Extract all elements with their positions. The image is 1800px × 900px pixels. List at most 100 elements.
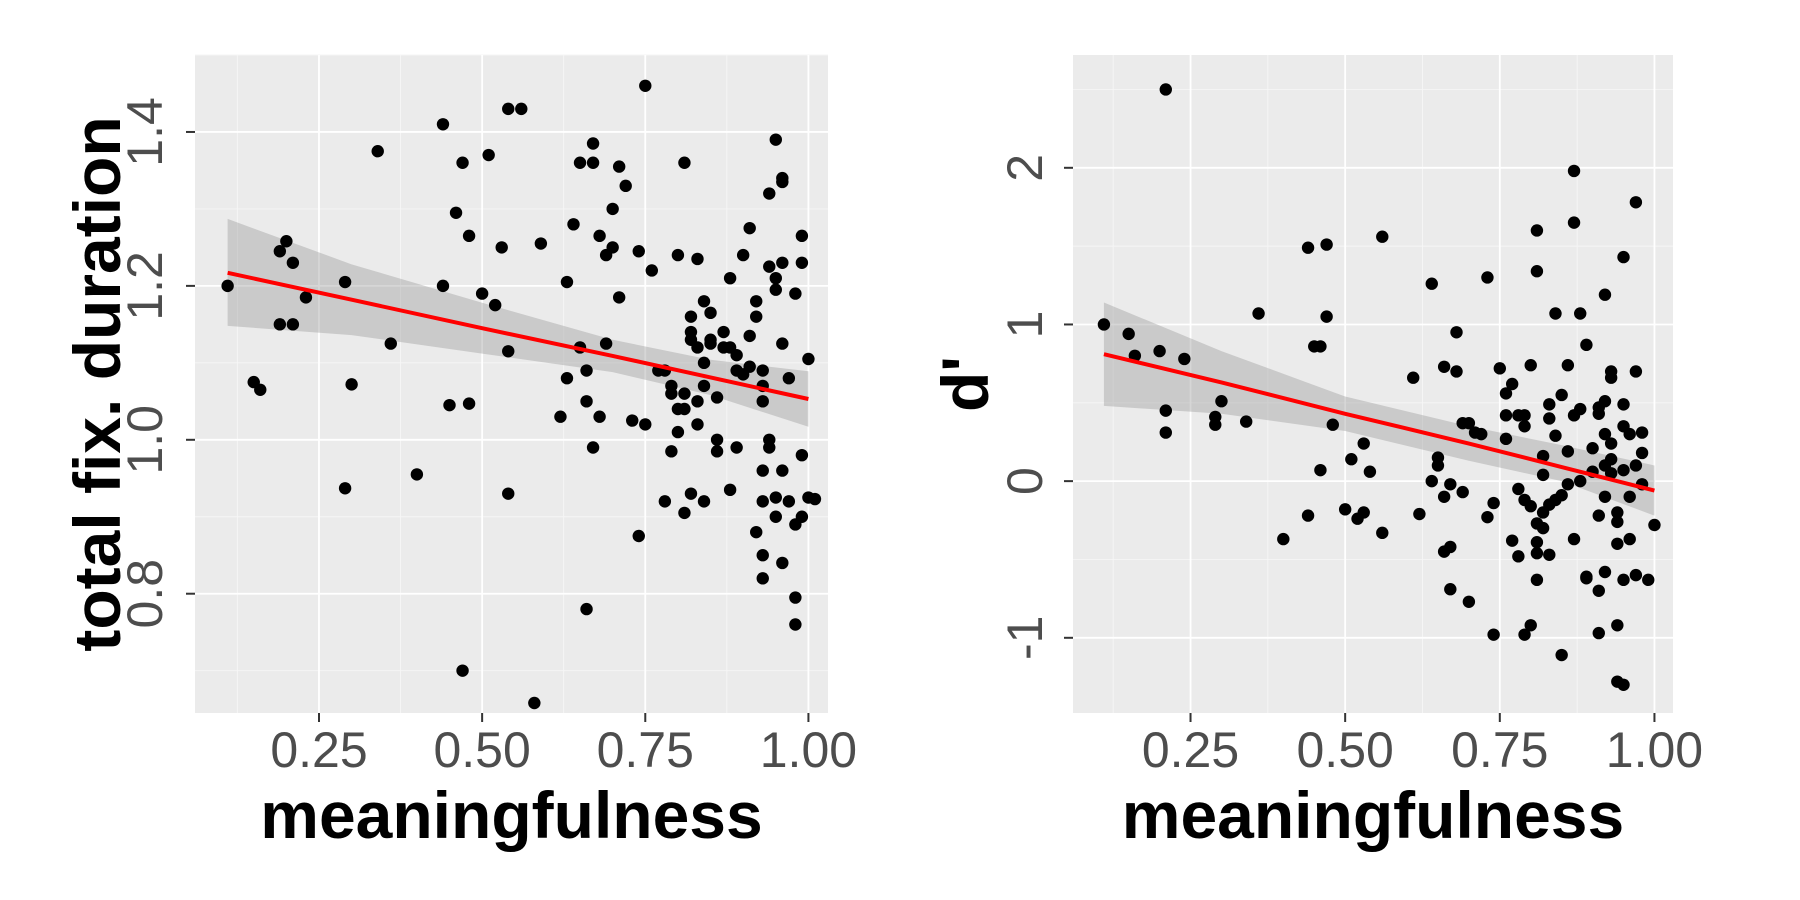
- data-point: [639, 79, 652, 92]
- data-point: [808, 492, 822, 506]
- data-point: [1407, 371, 1420, 384]
- data-point: [1505, 377, 1519, 391]
- data-point: [684, 325, 698, 339]
- data-point: [1178, 352, 1191, 366]
- data-point: [1574, 402, 1587, 416]
- x-axis-title: meaningfulness: [1122, 778, 1624, 852]
- data-point: [632, 529, 645, 543]
- data-point: [1604, 437, 1618, 450]
- data-point: [1159, 404, 1172, 417]
- data-point: [456, 664, 469, 677]
- data-point: [1530, 547, 1544, 560]
- data-point: [515, 102, 528, 116]
- x-tick-label: 0.25: [270, 722, 367, 778]
- data-point: [1444, 583, 1457, 596]
- data-point: [704, 333, 717, 346]
- data-point: [776, 556, 789, 570]
- data-point: [769, 133, 782, 146]
- data-point: [1617, 398, 1630, 411]
- data-point: [776, 337, 789, 350]
- data-point: [573, 156, 587, 169]
- regression-line: [227, 270, 809, 401]
- confidence-band: [1103, 302, 1655, 516]
- data-point: [1444, 540, 1457, 554]
- data-point: [1320, 238, 1333, 251]
- data-point: [384, 337, 397, 350]
- data-point: [586, 156, 600, 169]
- data-point: [776, 171, 789, 185]
- data-point: [1530, 265, 1544, 278]
- data-point: [1623, 532, 1636, 546]
- data-point: [769, 510, 782, 523]
- y-axis-title: total fix. duration: [60, 116, 134, 651]
- data-point: [1512, 550, 1525, 563]
- data-point: [1567, 532, 1581, 546]
- data-point: [645, 264, 659, 277]
- data-point: [1314, 340, 1327, 353]
- data-point: [1487, 496, 1500, 510]
- data-point: [254, 383, 267, 396]
- data-point: [1456, 485, 1469, 499]
- data-point: [1611, 515, 1624, 529]
- data-point: [750, 310, 763, 323]
- data-point: [671, 425, 685, 439]
- data-point: [619, 179, 632, 193]
- data-point: [1450, 365, 1463, 378]
- data-point: [1512, 482, 1525, 496]
- data-point: [221, 279, 234, 293]
- data-point: [1623, 490, 1636, 503]
- data-point: [1481, 510, 1494, 524]
- data-point: [1499, 409, 1513, 422]
- data-point: [1592, 626, 1605, 640]
- data-point: [280, 235, 293, 248]
- data-point: [795, 448, 809, 462]
- data-point: [1629, 365, 1643, 378]
- data-point: [1617, 463, 1630, 477]
- data-point: [789, 618, 802, 631]
- data-point: [1425, 474, 1438, 488]
- data-point: [1530, 224, 1544, 237]
- data-point: [769, 283, 782, 296]
- data-point: [1530, 536, 1544, 549]
- data-point: [1536, 449, 1550, 463]
- data-point: [1505, 534, 1519, 547]
- data-point: [730, 348, 743, 362]
- data-point: [756, 495, 769, 508]
- data-point: [1635, 446, 1649, 460]
- data-point: [1555, 388, 1568, 402]
- data-point: [730, 441, 743, 454]
- data-point: [1530, 573, 1544, 587]
- data-point: [502, 487, 515, 500]
- data-point: [1555, 489, 1568, 502]
- data-point: [462, 397, 476, 410]
- y-tick-label: 1.0: [117, 405, 173, 475]
- data-point: [1376, 526, 1389, 540]
- data-point: [1357, 437, 1370, 450]
- data-point: [1493, 362, 1507, 375]
- data-point: [1549, 429, 1562, 442]
- data-point: [1604, 453, 1618, 466]
- data-point: [743, 360, 756, 373]
- data-point: [710, 433, 724, 446]
- data-point: [502, 102, 515, 116]
- data-point: [436, 279, 450, 293]
- data-point: [1642, 573, 1655, 587]
- data-point: [462, 229, 476, 243]
- data-point: [1543, 548, 1556, 561]
- data-point: [1097, 318, 1111, 331]
- data-point: [639, 418, 652, 431]
- data-point: [1580, 570, 1593, 583]
- data-point: [567, 218, 580, 231]
- x-tick-label: 1.00: [1606, 722, 1703, 778]
- data-point: [1598, 565, 1612, 579]
- data-point: [678, 506, 691, 520]
- data-point: [665, 445, 678, 458]
- data-point: [697, 379, 711, 393]
- data-point: [1561, 478, 1575, 491]
- data-point: [436, 118, 450, 131]
- data-point: [1598, 490, 1612, 503]
- data-point: [599, 337, 613, 350]
- data-point: [586, 137, 600, 150]
- data-point: [697, 495, 711, 508]
- data-point: [1357, 506, 1370, 519]
